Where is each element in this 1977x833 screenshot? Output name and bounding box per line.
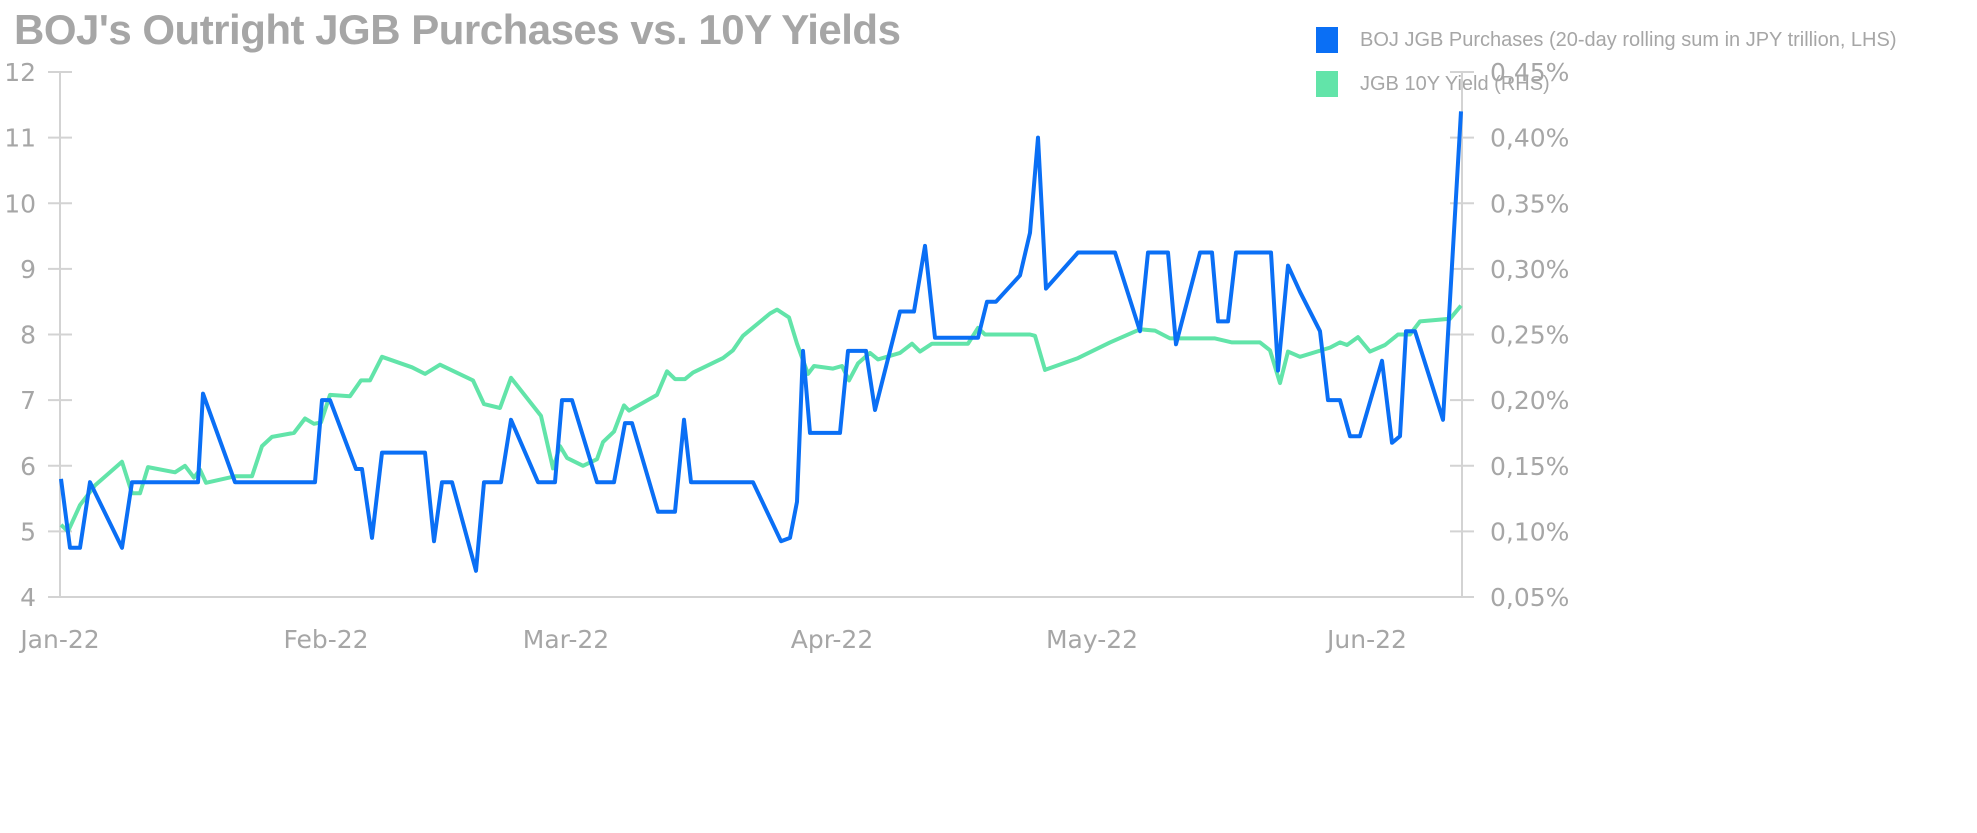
left-tick-label: 4 xyxy=(20,583,36,612)
legend: BOJ JGB Purchases (20-day rolling sum in… xyxy=(1316,18,1897,106)
right-tick-label: 0,25% xyxy=(1490,321,1569,350)
left-tick-label: 12 xyxy=(4,58,36,87)
left-tick-label: 11 xyxy=(4,124,36,153)
legend-swatch-yield-icon xyxy=(1316,71,1338,97)
purchases-line xyxy=(59,111,1463,573)
left-tick-label: 8 xyxy=(20,321,36,350)
right-tick-label: 0,30% xyxy=(1490,255,1569,284)
legend-item-yield: JGB 10Y Yield (RHS) xyxy=(1316,62,1897,106)
right-tick-label: 0,15% xyxy=(1490,452,1569,481)
left-tick-label: 7 xyxy=(20,386,36,415)
x-tick-label: May-22 xyxy=(1046,625,1138,654)
x-tick-label: Jan-22 xyxy=(18,625,99,654)
right-axis: 0,45% 0,40% 0,35% 0,30% 0,25% 0,20% 0,15% 0,10%… xyxy=(1450,58,1569,612)
legend-label-yield: JGB 10Y Yield (RHS) xyxy=(1360,72,1550,95)
right-tick-label: 0,35% xyxy=(1490,189,1569,218)
yield-line xyxy=(59,304,1463,534)
chart-title: BOJ's Outright JGB Purchases vs. 10Y Yie… xyxy=(14,6,901,53)
legend-swatch-purchases-icon xyxy=(1316,27,1338,53)
left-tick-label: 9 xyxy=(20,255,36,284)
right-tick-label: 0,10% xyxy=(1490,517,1569,546)
axes xyxy=(59,72,1463,598)
x-tick-label: Apr-22 xyxy=(791,625,873,654)
x-tick-label: Jun-22 xyxy=(1325,625,1407,654)
left-axis: 12 11 10 9 8 7 6 5 4 xyxy=(4,58,72,612)
x-axis: Jan-22 Feb-22 Mar-22 Apr-22 May-22 Jun-22 xyxy=(18,625,1407,654)
right-tick-label: 0,45% xyxy=(1490,58,1569,87)
x-tick-label: Mar-22 xyxy=(523,625,609,654)
left-tick-label: 10 xyxy=(4,189,36,218)
right-tick-label: 0,05% xyxy=(1490,583,1569,612)
legend-item-purchases: BOJ JGB Purchases (20-day rolling sum in… xyxy=(1316,18,1897,62)
legend-label-purchases: BOJ JGB Purchases (20-day rolling sum in… xyxy=(1360,28,1897,51)
left-tick-label: 6 xyxy=(20,452,36,481)
left-tick-label: 5 xyxy=(20,517,36,546)
right-tick-label: 0,20% xyxy=(1490,386,1569,415)
right-tick-label: 0,40% xyxy=(1490,124,1569,153)
x-tick-label: Feb-22 xyxy=(283,625,368,654)
